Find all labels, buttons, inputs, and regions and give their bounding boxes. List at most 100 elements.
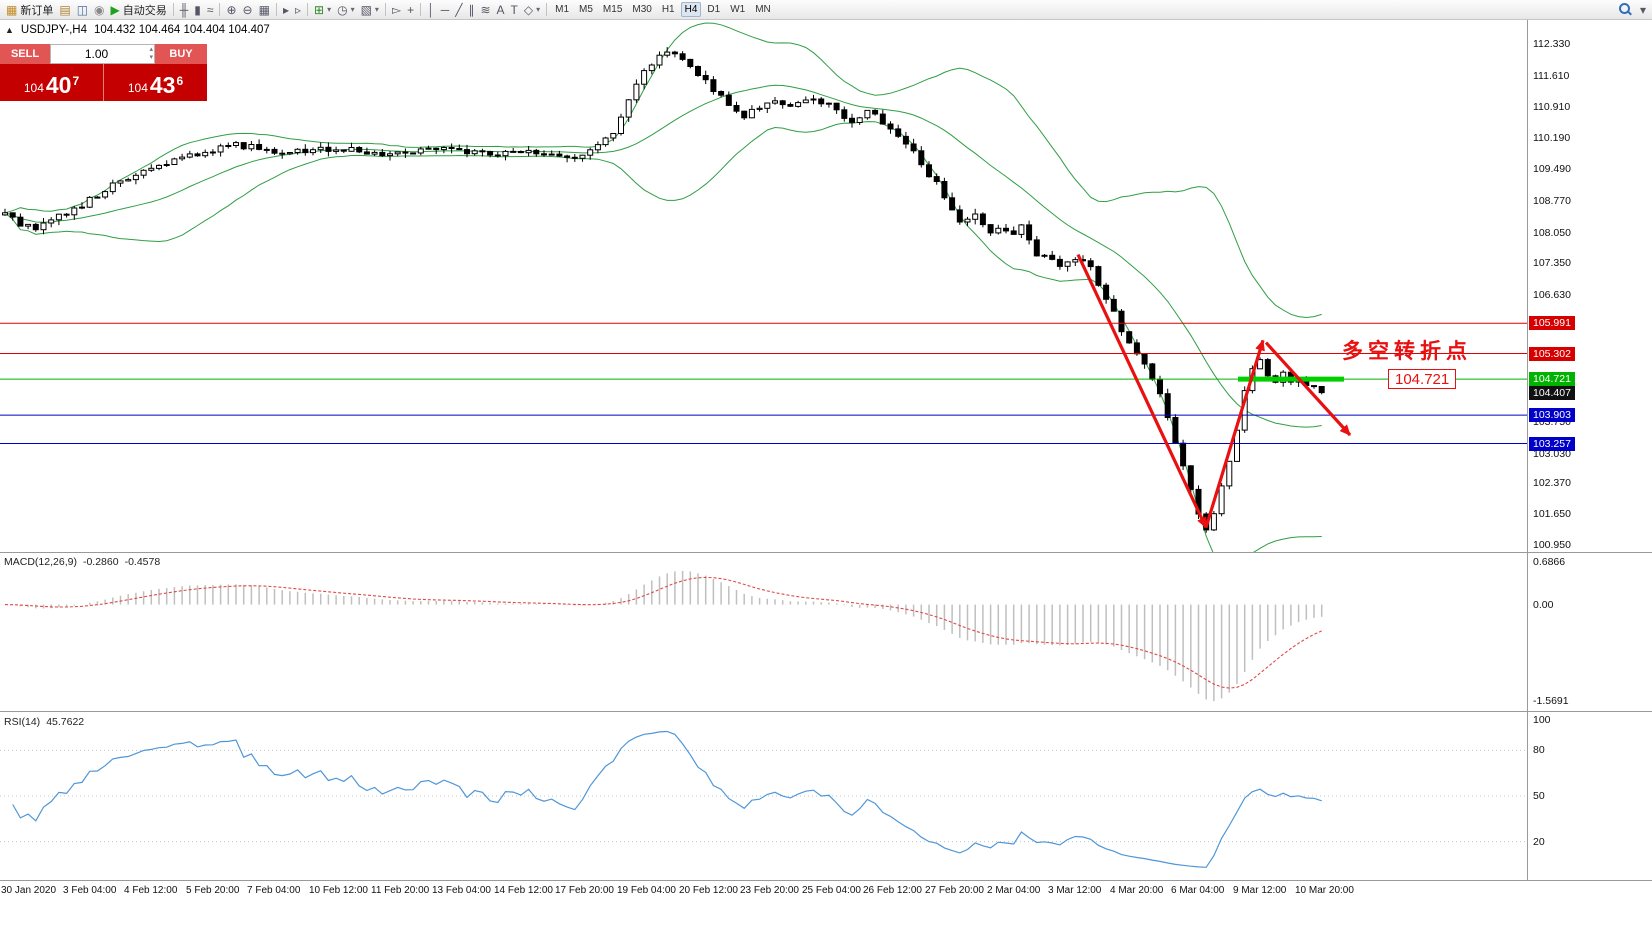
price-tag-103.257: 103.257 bbox=[1529, 437, 1575, 451]
volume-spinner[interactable]: ▴ ▾ bbox=[149, 46, 153, 62]
buy-button[interactable]: BUY bbox=[155, 44, 207, 64]
timeframe-d1-button[interactable]: D1 bbox=[707, 4, 721, 15]
clock-icon: ◷ bbox=[337, 2, 348, 17]
chevron-down-icon: ▾ bbox=[327, 5, 332, 14]
buy-price[interactable]: 104 43 6 bbox=[104, 64, 207, 101]
timeframe-w1-button[interactable]: W1 bbox=[730, 4, 746, 15]
fibonacci-button[interactable]: ≋ bbox=[478, 1, 492, 18]
time-axis[interactable]: 30 Jan 2020 3 Feb 04:00 4 Feb 12:00 5 Feb 2… bbox=[0, 881, 1652, 901]
timeframe-m30-button[interactable]: M30 bbox=[632, 4, 652, 15]
price-axis[interactable]: 112.330 111.610 110.910 110.190 109.490 108.7… bbox=[1528, 20, 1652, 553]
zoom-in-button[interactable]: ⊕ bbox=[224, 1, 238, 18]
periods-button[interactable]: ◷ ▾ bbox=[335, 1, 357, 18]
templates-button[interactable]: ▧ ▾ bbox=[359, 1, 381, 18]
symbol-marker-icon[interactable]: ▲ bbox=[5, 25, 14, 35]
autotrading-button[interactable]: ▶ 自动交易 bbox=[109, 1, 169, 18]
macd-axis-label: 0.00 bbox=[1533, 599, 1554, 611]
candlestick-chart-button[interactable]: ▮ bbox=[192, 1, 203, 18]
macd-axis-label: -1.5691 bbox=[1533, 695, 1569, 707]
new-order-button-label: 新订单 bbox=[20, 4, 54, 17]
profiles-button[interactable]: ◫ bbox=[75, 1, 90, 18]
macd-panel[interactable] bbox=[0, 553, 1527, 712]
macd-axis-label: 0.6866 bbox=[1533, 556, 1566, 568]
rsi-indicator-label: RSI(14) 45.7622 bbox=[4, 716, 84, 728]
chart-window-icon: ▤ bbox=[59, 2, 71, 17]
alerts-button[interactable]: ◉ bbox=[92, 1, 106, 18]
timeframe-m1-button[interactable]: M1 bbox=[555, 4, 570, 15]
chart-shift-button[interactable]: ▹ bbox=[293, 1, 303, 18]
label-button[interactable]: T bbox=[509, 1, 520, 18]
timeframe-m15-button[interactable]: M15 bbox=[602, 4, 623, 15]
line-chart-button[interactable]: ≈ bbox=[205, 1, 216, 18]
sell-price[interactable]: 104 40 7 bbox=[0, 64, 103, 101]
quick-nav-button[interactable]: ▾ bbox=[1638, 1, 1648, 18]
time-axis-label: 4 Feb 12:00 bbox=[124, 885, 178, 896]
chevron-down-icon: ▾ bbox=[536, 5, 541, 14]
macd-axis[interactable]: 0.6866 0.00 -1.5691 bbox=[1528, 553, 1652, 712]
label-icon: T bbox=[510, 2, 518, 17]
macd-signal-value: -0.4578 bbox=[124, 556, 161, 568]
channel-icon: ∥ bbox=[468, 2, 475, 17]
shapes-icon: ◇ bbox=[523, 2, 534, 17]
volume-input[interactable] bbox=[51, 45, 154, 63]
search-icon[interactable] bbox=[1618, 3, 1632, 16]
macd-indicator-label: MACD(12,26,9) -0.2860 -0.4578 bbox=[4, 556, 160, 568]
tile-windows-button[interactable]: ▦ bbox=[257, 1, 272, 18]
spinner-up-icon[interactable]: ▴ bbox=[149, 46, 153, 53]
chevron-down-icon: ▾ bbox=[350, 5, 355, 14]
text-button[interactable]: A bbox=[495, 1, 507, 18]
chart-title-ohlc: 104.432 104.464 104.404 104.407 bbox=[93, 24, 270, 36]
price-chart[interactable] bbox=[0, 20, 1527, 569]
crosshair-button[interactable]: + bbox=[405, 1, 416, 18]
price-axis-label: 107.350 bbox=[1533, 257, 1571, 269]
candlestick-icon: ▮ bbox=[194, 2, 201, 17]
vertical-line-button[interactable]: │ bbox=[425, 1, 437, 18]
time-axis-label: 11 Feb 20:00 bbox=[371, 885, 430, 896]
zoom-out-icon: ⊖ bbox=[242, 2, 253, 17]
new-order-button[interactable]: ▦ 新订单 bbox=[4, 1, 55, 18]
horizontal-line-button[interactable]: ─ bbox=[439, 1, 452, 18]
chart-window-button[interactable]: ▤ bbox=[57, 1, 72, 18]
spinner-down-icon[interactable]: ▾ bbox=[149, 54, 153, 61]
trendline-button[interactable]: ╱ bbox=[453, 1, 464, 18]
shapes-button[interactable]: ◇ ▾ bbox=[522, 1, 542, 18]
auto-scroll-icon: ▸ bbox=[282, 2, 289, 17]
cursor-icon: ▻ bbox=[391, 2, 402, 17]
rsi-name: RSI(14) bbox=[4, 716, 41, 728]
channel-button[interactable]: ∥ bbox=[466, 1, 476, 18]
indicators-icon: ⊞ bbox=[314, 2, 325, 17]
price-axis-label: 111.610 bbox=[1533, 70, 1570, 82]
line-chart-icon: ≈ bbox=[206, 2, 214, 17]
chevron-down-icon: ▾ bbox=[374, 5, 379, 14]
crosshair-icon: + bbox=[407, 2, 415, 17]
toolbar: ▦ 新订单 ▤ ◫ ◉ ▶ 自动交易 ╫ ▮ ≈ ⊕ ⊖ ▦ ▸ ▹ ⊞ ▾ ◷ ▾ ▧ ▾ ▻ + │ ─ ╱ ∥ ≋ A T ◇ ▾ M1 M… bbox=[0, 0, 1652, 20]
templates-icon: ▧ bbox=[360, 2, 372, 17]
alerts-icon: ◉ bbox=[94, 2, 105, 17]
indicators-button[interactable]: ⊞ ▾ bbox=[312, 1, 333, 18]
price-axis-label: 108.050 bbox=[1533, 227, 1571, 239]
price-level-annotation[interactable]: 104.721 bbox=[1388, 369, 1457, 389]
macd-value: -0.2860 bbox=[82, 556, 119, 568]
rsi-axis-label: 20 bbox=[1533, 836, 1545, 848]
rsi-axis[interactable]: 100 80 50 20 bbox=[1528, 712, 1652, 880]
turning-point-annotation[interactable]: 多空转折点 bbox=[1342, 340, 1472, 363]
macd-rsi-separator[interactable] bbox=[0, 711, 1652, 712]
auto-scroll-button[interactable]: ▸ bbox=[281, 1, 291, 18]
price-tag-104.721: 104.721 bbox=[1529, 372, 1575, 386]
price-divider bbox=[103, 64, 104, 101]
price-macd-separator[interactable] bbox=[0, 552, 1652, 553]
timeframe-mn-button[interactable]: MN bbox=[755, 4, 771, 15]
timeframe-h4-button[interactable]: H4 bbox=[680, 2, 702, 17]
bar-chart-button[interactable]: ╫ bbox=[178, 1, 191, 18]
timeframe-m5-button[interactable]: M5 bbox=[579, 4, 593, 15]
price-tag-105.991: 105.991 bbox=[1529, 316, 1575, 330]
price-axis-label: 103.030 bbox=[1533, 448, 1571, 460]
time-axis-label: 2 Mar 04:00 bbox=[987, 885, 1041, 896]
timeframe-h1-button[interactable]: H1 bbox=[661, 4, 675, 15]
new-order-icon: ▦ bbox=[6, 2, 18, 17]
zoom-out-button[interactable]: ⊖ bbox=[241, 1, 255, 18]
rsi-panel[interactable] bbox=[0, 712, 1527, 880]
cursor-button[interactable]: ▻ bbox=[390, 1, 403, 18]
sell-button[interactable]: SELL bbox=[0, 44, 50, 64]
time-axis-label: 23 Feb 20:00 bbox=[740, 885, 799, 896]
